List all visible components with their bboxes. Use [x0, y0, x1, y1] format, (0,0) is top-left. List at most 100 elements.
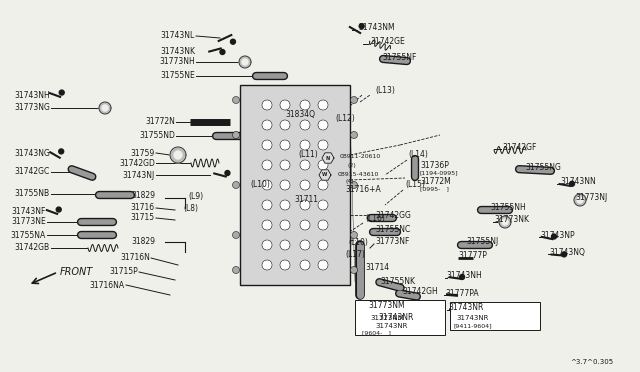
Circle shape [318, 220, 328, 230]
Polygon shape [174, 151, 182, 159]
Circle shape [280, 140, 290, 150]
Polygon shape [242, 59, 248, 65]
Bar [450, 302, 540, 330]
Text: 31743NN: 31743NN [560, 177, 596, 186]
Polygon shape [459, 307, 464, 312]
Circle shape [262, 240, 272, 250]
Polygon shape [499, 216, 511, 228]
Text: 31742GD: 31742GD [119, 158, 155, 167]
Text: 31742GF: 31742GF [502, 142, 536, 151]
Text: [0995-   ]: [0995- ] [420, 186, 449, 192]
Text: (L8): (L8) [183, 203, 198, 212]
Circle shape [351, 182, 358, 189]
Text: (4): (4) [346, 180, 355, 185]
Text: 31742GB: 31742GB [15, 244, 50, 253]
Polygon shape [562, 252, 566, 257]
Circle shape [280, 180, 290, 190]
Circle shape [280, 100, 290, 110]
Polygon shape [60, 90, 64, 95]
Polygon shape [372, 305, 378, 311]
Text: 31755NJ: 31755NJ [466, 237, 499, 247]
Circle shape [262, 120, 272, 130]
Circle shape [280, 200, 290, 210]
Text: (L9): (L9) [188, 192, 203, 201]
Text: 31716NA: 31716NA [90, 280, 125, 289]
Polygon shape [102, 105, 108, 111]
Text: (L13): (L13) [375, 86, 395, 94]
Polygon shape [577, 197, 583, 203]
Circle shape [300, 220, 310, 230]
Polygon shape [319, 170, 331, 180]
Polygon shape [389, 317, 394, 321]
Polygon shape [239, 56, 251, 68]
Text: 31743NL: 31743NL [161, 32, 195, 41]
Text: 31743NR: 31743NR [375, 323, 408, 329]
Text: 31742GG: 31742GG [375, 211, 411, 219]
Polygon shape [370, 303, 380, 313]
Bar [240, 85, 350, 285]
Polygon shape [170, 147, 186, 163]
Circle shape [280, 260, 290, 270]
Text: 31759: 31759 [131, 148, 155, 157]
Text: 31755NF: 31755NF [382, 52, 417, 61]
Text: (L10): (L10) [250, 180, 270, 189]
Text: 31743NH: 31743NH [14, 90, 50, 99]
Circle shape [232, 96, 239, 103]
Polygon shape [502, 219, 508, 225]
Circle shape [351, 96, 358, 103]
Text: 31773NM: 31773NM [370, 315, 404, 321]
Text: 31743NG: 31743NG [14, 148, 50, 157]
Circle shape [318, 140, 328, 150]
Circle shape [318, 100, 328, 110]
Text: 31829: 31829 [131, 192, 155, 201]
Text: N: N [326, 155, 330, 160]
Text: 31773NM: 31773NM [368, 301, 404, 311]
Text: 08911-20610: 08911-20610 [340, 154, 381, 160]
Text: 31772M: 31772M [420, 176, 451, 186]
Text: 31755NH: 31755NH [490, 202, 525, 212]
Circle shape [300, 160, 310, 170]
Text: 31743NR: 31743NR [456, 315, 488, 321]
Circle shape [232, 131, 239, 138]
Circle shape [300, 180, 310, 190]
Text: 31755ND: 31755ND [139, 131, 175, 141]
Text: 31773NF: 31773NF [375, 237, 410, 247]
Text: 31834Q: 31834Q [285, 110, 315, 119]
Text: (2): (2) [348, 163, 356, 167]
Circle shape [300, 100, 310, 110]
Circle shape [351, 231, 358, 238]
Text: 31736P: 31736P [420, 160, 449, 170]
Text: [9411-9604]: [9411-9604] [453, 324, 492, 328]
Circle shape [300, 140, 310, 150]
Text: 31742GC: 31742GC [15, 167, 50, 176]
Text: 31714: 31714 [365, 263, 389, 272]
Text: (L10): (L10) [348, 237, 368, 247]
Text: 31755NC: 31755NC [375, 224, 410, 234]
Circle shape [318, 260, 328, 270]
Text: 31711: 31711 [294, 196, 318, 205]
Circle shape [262, 180, 272, 190]
Text: 31743NK: 31743NK [160, 46, 195, 55]
Text: 31755NB: 31755NB [15, 189, 50, 199]
Text: 31742GE: 31742GE [370, 38, 404, 46]
Circle shape [262, 160, 272, 170]
Text: 31743NQ: 31743NQ [549, 247, 585, 257]
Text: 31755NG: 31755NG [525, 163, 561, 171]
Text: 31777PA: 31777PA [445, 289, 479, 298]
Text: 31773NJ: 31773NJ [575, 192, 607, 202]
Text: ^3.7^0.305: ^3.7^0.305 [570, 359, 613, 365]
Polygon shape [460, 275, 465, 279]
Text: 31777P: 31777P [458, 251, 487, 260]
Circle shape [280, 120, 290, 130]
Circle shape [318, 180, 328, 190]
Circle shape [262, 200, 272, 210]
Circle shape [300, 200, 310, 210]
Text: 31743NH: 31743NH [446, 272, 482, 280]
Polygon shape [574, 194, 586, 206]
Text: 31773NH: 31773NH [159, 58, 195, 67]
Polygon shape [225, 170, 230, 176]
Circle shape [351, 266, 358, 273]
Circle shape [232, 266, 239, 273]
Text: (L16): (L16) [365, 214, 385, 222]
Text: FRONT: FRONT [60, 267, 93, 277]
